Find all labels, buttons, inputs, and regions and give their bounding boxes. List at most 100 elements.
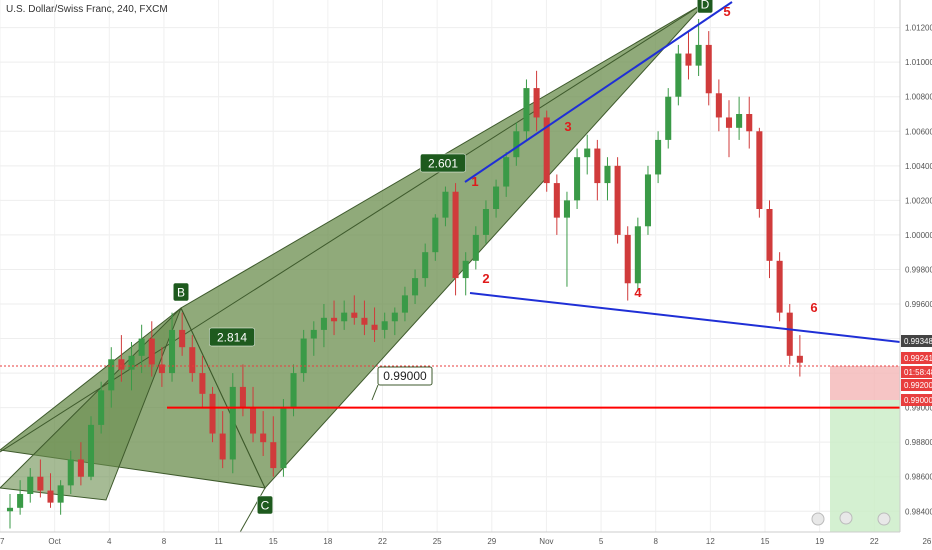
time-axis-panel[interactable] xyxy=(0,532,900,550)
candle-body xyxy=(67,459,74,486)
ratio-label-bg xyxy=(209,327,255,347)
pattern-labels: B C D 2.814 2.601 1 2 3 4 5 6 0.99000 xyxy=(173,0,818,515)
candle-body xyxy=(655,139,662,175)
y-tick-label: 0.98800 xyxy=(905,438,932,447)
candle-body xyxy=(148,338,155,365)
candle-body xyxy=(179,329,186,348)
candle-body xyxy=(584,148,591,158)
candle-body xyxy=(675,53,682,97)
price-badge: 01:58:48 xyxy=(904,368,932,377)
candle-body xyxy=(776,260,783,313)
x-tick-label: 26 xyxy=(922,537,931,546)
point-label-d: D xyxy=(701,0,710,11)
y-tick-label: 1.01200 xyxy=(905,24,932,33)
candle-body xyxy=(503,157,510,187)
y-tick-label: 1.00800 xyxy=(905,93,932,102)
candle-body xyxy=(665,96,672,140)
x-tick-label: 18 xyxy=(323,537,332,546)
candle-body xyxy=(98,390,105,425)
candle-body xyxy=(128,355,135,370)
point-label-b-bg xyxy=(173,282,189,302)
price-badge: 0.99241 xyxy=(904,354,932,363)
candle-body xyxy=(432,217,439,253)
candle-body xyxy=(138,338,145,356)
candle-body xyxy=(189,347,196,374)
target-zones xyxy=(830,366,900,532)
candle-body xyxy=(756,131,763,209)
candle-body xyxy=(381,321,388,330)
take-profit-zone xyxy=(830,400,900,532)
candle-body xyxy=(290,373,297,408)
candle-body xyxy=(563,200,570,218)
candle-body xyxy=(452,191,459,279)
y-tick-label: 1.01000 xyxy=(905,58,932,67)
candle-body xyxy=(391,312,398,322)
price-axis[interactable]: 1.01200 1.01000 1.00800 1.00600 1.00400 1.002… xyxy=(905,24,932,517)
candle-body xyxy=(472,234,479,261)
candle-body xyxy=(219,433,226,460)
y-tick-label: 1.00200 xyxy=(905,196,932,205)
point-label-d-bg xyxy=(697,0,713,14)
x-tick-label: 4 xyxy=(107,537,112,546)
y-tick-label: 0.98600 xyxy=(905,473,932,482)
candle-body xyxy=(523,88,530,132)
event-icons[interactable] xyxy=(811,511,891,526)
candle-body xyxy=(351,312,358,318)
candle-body xyxy=(604,165,611,184)
point-label-b: B xyxy=(177,285,185,299)
flag-icon[interactable] xyxy=(877,512,891,526)
flag-icon[interactable] xyxy=(811,512,825,526)
price-badge-bg xyxy=(901,335,932,347)
price-badge-bg xyxy=(901,366,932,378)
candle-body xyxy=(736,114,743,128)
candle-body xyxy=(695,44,702,66)
candle-body xyxy=(209,393,216,434)
candle-body xyxy=(401,295,408,313)
candles xyxy=(6,19,803,529)
x-tick-label: 25 xyxy=(433,537,442,546)
candle-body xyxy=(118,359,125,370)
candle-body xyxy=(442,191,449,218)
x-tick-label: 15 xyxy=(761,537,770,546)
ratio-label: 2.814 xyxy=(217,330,247,344)
candle-body xyxy=(543,117,550,184)
candle-body xyxy=(715,93,722,118)
wave-label: 6 xyxy=(810,300,817,315)
x-tick-label: Oct xyxy=(48,537,61,546)
candle-body xyxy=(270,442,277,469)
x-tick-label: 19 xyxy=(815,537,824,546)
time-axis[interactable]: 27 Oct 4 8 11 15 18 22 25 29 Nov 5 8 12 15 19 22 26 xyxy=(0,537,932,546)
candle-body xyxy=(6,507,14,512)
y-tick-label: 0.99600 xyxy=(905,300,932,309)
point-label-c: C xyxy=(261,498,270,512)
x-tick-label: 5 xyxy=(599,537,604,546)
candle-body xyxy=(27,476,34,494)
y-tick-label: 0.99000 xyxy=(905,404,932,413)
x-tick-label: 8 xyxy=(653,537,658,546)
candle-body xyxy=(87,424,95,477)
chart-title: U.S. Dollar/Swiss Franc, 240, FXCM xyxy=(6,4,168,15)
candle-body xyxy=(422,252,429,279)
candle-body xyxy=(158,364,165,374)
x-tick-label: 11 xyxy=(214,537,223,546)
candle-body xyxy=(482,209,489,235)
level-callout-bg xyxy=(377,366,433,386)
price-badge: 0.99200 xyxy=(904,381,932,390)
wave-label: 3 xyxy=(564,119,571,134)
x-tick-label: 15 xyxy=(269,537,278,546)
candle-body xyxy=(341,312,348,322)
stop-loss-zone xyxy=(830,366,900,400)
wave-label: 4 xyxy=(634,285,642,300)
candle-body xyxy=(624,234,631,284)
candle-body xyxy=(634,226,641,284)
price-badges: 0.99348 0.99241 01:58:48 0.99200 0.99000 xyxy=(901,335,932,406)
candle-body xyxy=(199,373,206,394)
candle-body xyxy=(77,459,84,477)
candle-body xyxy=(725,117,733,128)
candle-body xyxy=(412,278,419,296)
price-axis-panel[interactable] xyxy=(900,0,932,550)
price-badge: 0.99000 xyxy=(904,396,932,405)
flag-icon[interactable] xyxy=(839,511,853,525)
candle-body xyxy=(796,355,803,363)
candle-body xyxy=(553,183,560,218)
